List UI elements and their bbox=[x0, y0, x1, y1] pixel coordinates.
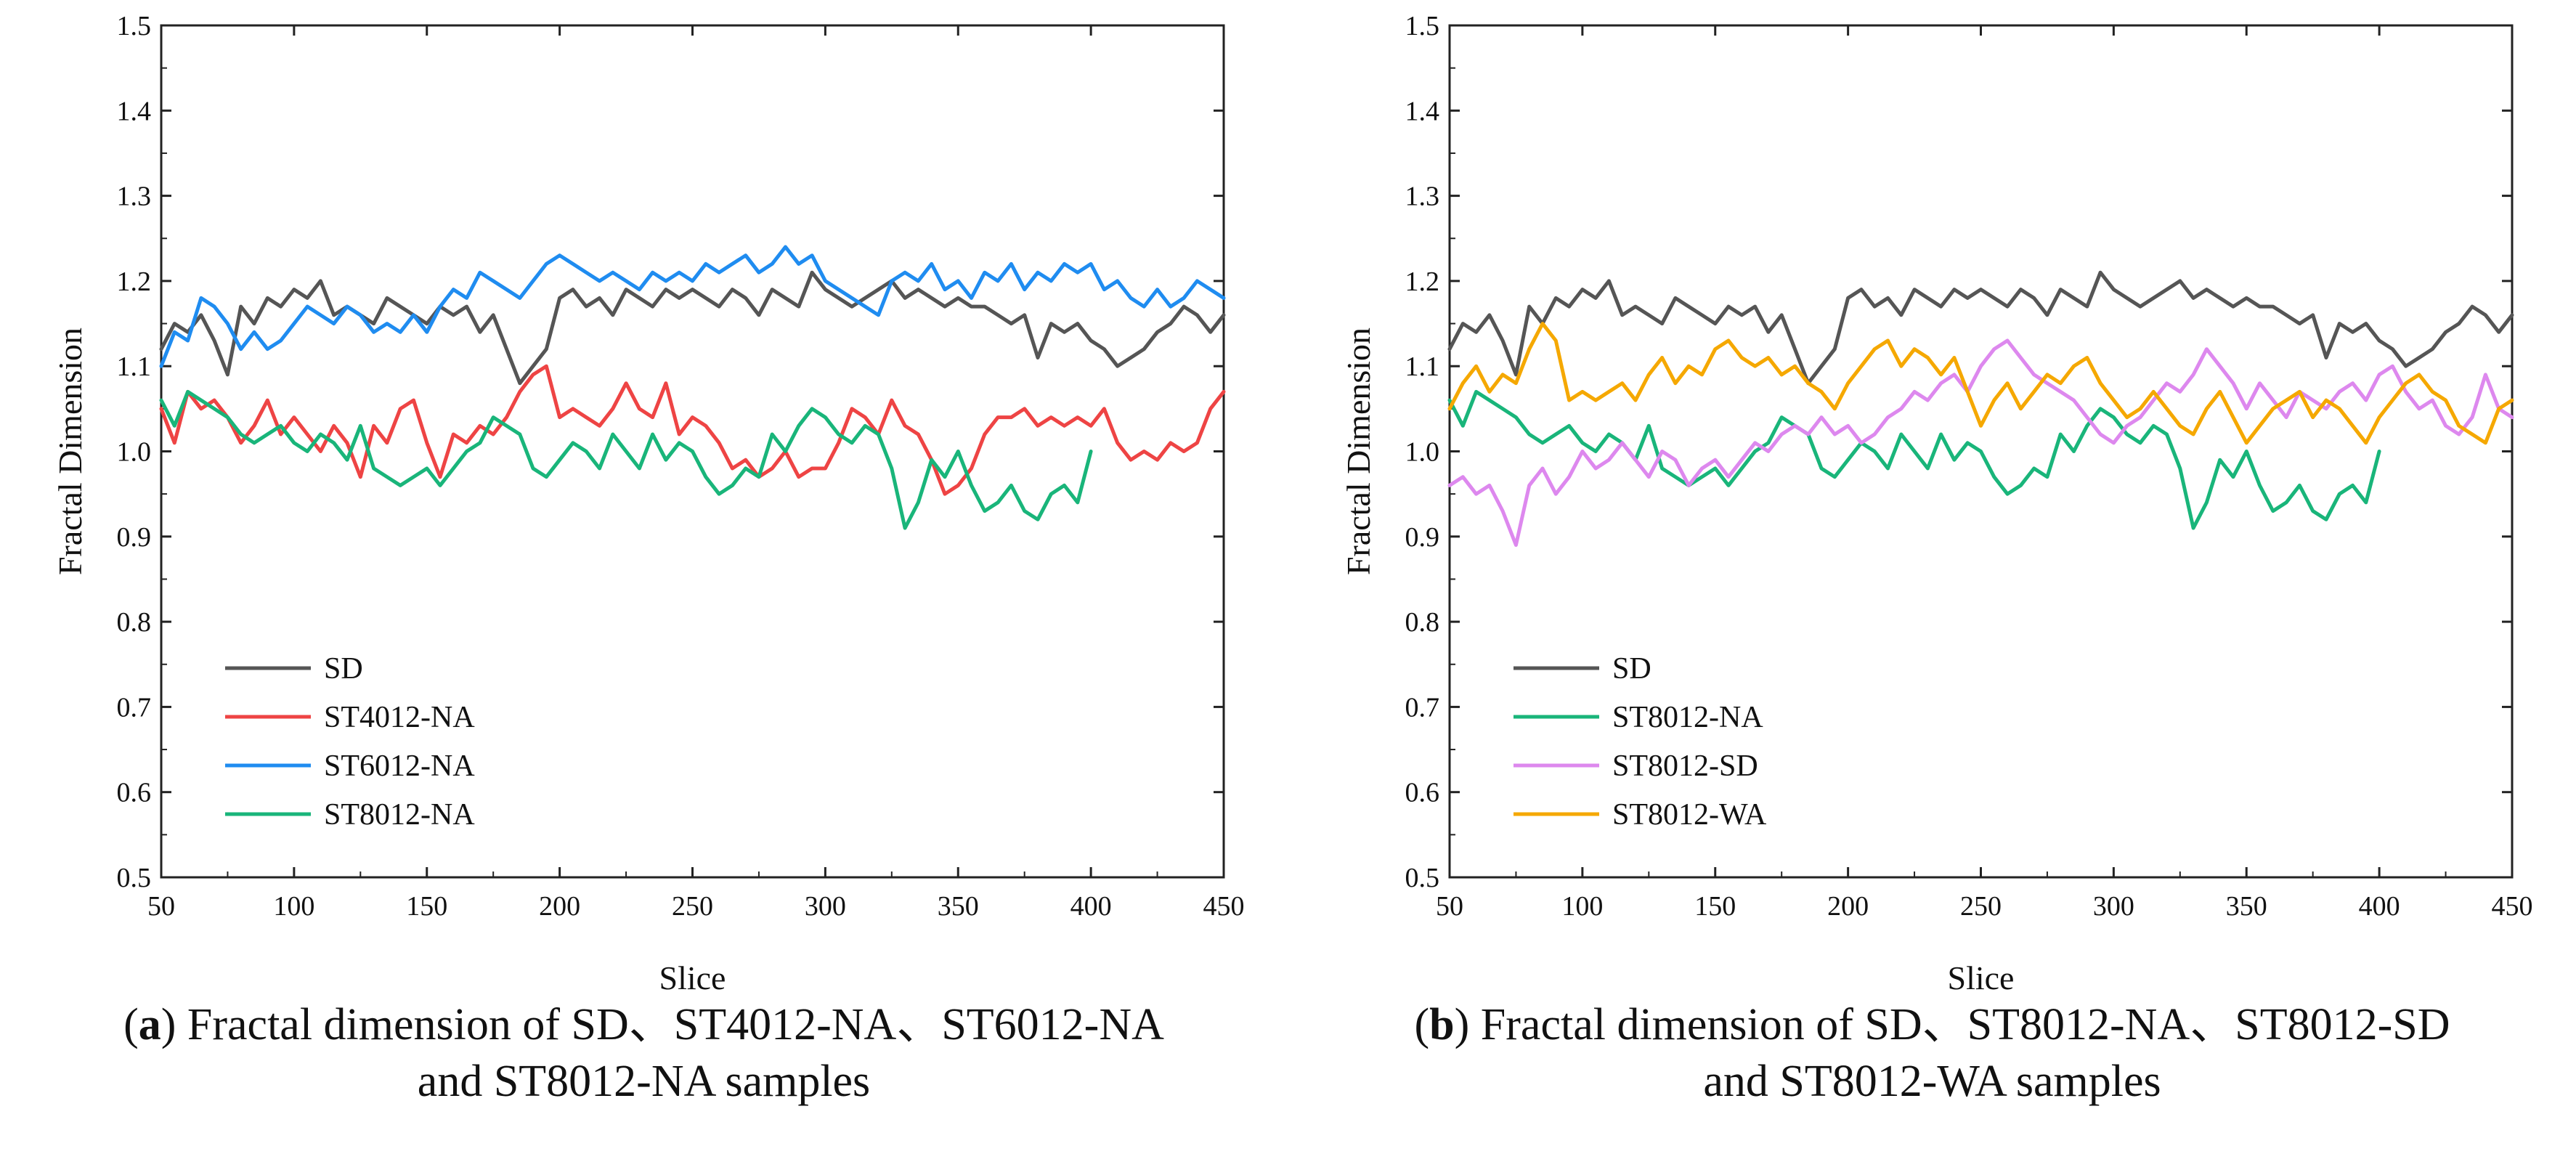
caption-line2: and ST8012-WA samples bbox=[1703, 1057, 2161, 1106]
series-line-2 bbox=[1447, 389, 2381, 530]
x-tick-label: 50 bbox=[147, 891, 175, 922]
legend-label: ST8012-SD bbox=[1612, 749, 1758, 783]
x-tick-label: 400 bbox=[2359, 891, 2400, 922]
y-tick-label: 1.4 bbox=[1405, 96, 1440, 126]
series-line-3 bbox=[159, 245, 1226, 368]
y-tick-label: 0.8 bbox=[1405, 607, 1440, 638]
series-line-4 bbox=[1447, 322, 2514, 445]
y-axis-label: Fractal Dimension bbox=[1340, 328, 1377, 575]
caption-line1: ) Fractal dimension of SD、ST8012-NA、ST80… bbox=[1454, 1000, 2450, 1049]
y-tick-label: 0.6 bbox=[117, 778, 152, 808]
y-tick-label: 1.4 bbox=[117, 96, 152, 126]
legend-label: ST8012-WA bbox=[1612, 798, 1767, 832]
y-tick-label: 1.2 bbox=[117, 267, 152, 297]
y-tick-label: 0.7 bbox=[117, 692, 152, 723]
x-tick-label: 300 bbox=[2093, 891, 2134, 922]
y-axis-label: Fractal Dimension bbox=[52, 328, 89, 575]
y-tick-label: 0.5 bbox=[117, 863, 152, 893]
y-tick-label: 1.1 bbox=[1405, 352, 1440, 382]
y-tick-label: 1.3 bbox=[1405, 182, 1440, 212]
x-tick-label: 450 bbox=[1203, 891, 1245, 922]
legend-label: ST4012-NA bbox=[324, 701, 475, 734]
y-tick-label: 1.0 bbox=[117, 437, 152, 468]
x-axis-label: Slice bbox=[659, 959, 726, 996]
x-tick-label: 100 bbox=[273, 891, 314, 922]
y-tick-label: 1.3 bbox=[117, 182, 152, 212]
y-tick-label: 0.6 bbox=[1405, 778, 1440, 808]
x-tick-label: 250 bbox=[672, 891, 713, 922]
legend-label: ST8012-NA bbox=[1612, 701, 1763, 734]
x-tick-label: 350 bbox=[938, 891, 979, 922]
series-line-1 bbox=[1447, 270, 2514, 386]
x-tick-label: 450 bbox=[2492, 891, 2533, 922]
y-tick-label: 0.5 bbox=[1405, 863, 1440, 893]
y-tick-label: 1.5 bbox=[1405, 11, 1440, 41]
panel-b: 0.5 0.6 0.7 0.8 0.9 1.0 1.1 1.2 1.3 1.4 1.5 50 100 15… bbox=[1288, 0, 2576, 1154]
y-tick-label: 1.2 bbox=[1405, 267, 1440, 297]
x-tick-label: 250 bbox=[1960, 891, 2002, 922]
legend-label: ST8012-NA bbox=[324, 798, 475, 832]
series-line-3 bbox=[1447, 338, 2514, 547]
y-tick-label: 0.9 bbox=[1405, 522, 1440, 553]
x-tick-label: 200 bbox=[1827, 891, 1869, 922]
x-tick-label: 350 bbox=[2226, 891, 2267, 922]
y-tick-label: 0.8 bbox=[117, 607, 152, 638]
legend-label: SD bbox=[1612, 652, 1651, 686]
x-tick-label: 300 bbox=[805, 891, 846, 922]
caption-line2: and ST8012-NA samples bbox=[417, 1057, 871, 1106]
fractal-chart-b: 0.5 0.6 0.7 0.8 0.9 1.0 1.1 1.2 1.3 1.4 1.5 50 100 15… bbox=[1340, 11, 2533, 996]
y-tick-label: 0.7 bbox=[1405, 692, 1440, 723]
series-line-4 bbox=[159, 389, 1093, 530]
legend-label: ST6012-NA bbox=[324, 749, 475, 783]
panel-a: 0.5 0.6 0.7 0.8 0.9 1.0 1.1 1.2 1.3 1.4 1.5 50 100 15… bbox=[0, 11, 1288, 1110]
y-tick-label: 1.1 bbox=[117, 352, 152, 382]
caption-b: (b) Fractal dimension of SD、ST8012-NA、ST… bbox=[1288, 996, 2576, 1110]
y-tick-label: 1.0 bbox=[1405, 437, 1440, 468]
x-tick-label: 100 bbox=[1561, 891, 1603, 922]
x-tick-label: 50 bbox=[1436, 891, 1463, 922]
x-tick-label: 150 bbox=[1694, 891, 1736, 922]
caption-letter: a bbox=[138, 1000, 161, 1049]
series-line-2 bbox=[159, 364, 1226, 496]
x-axis-label: Slice bbox=[1948, 959, 2015, 996]
x-tick-label: 150 bbox=[406, 891, 447, 922]
x-tick-label: 400 bbox=[1070, 891, 1112, 922]
legend-label: SD bbox=[324, 652, 363, 686]
y-tick-label: 1.5 bbox=[117, 11, 152, 41]
x-tick-label: 200 bbox=[539, 891, 580, 922]
fractal-chart-a: 0.5 0.6 0.7 0.8 0.9 1.0 1.1 1.2 1.3 1.4 1.5 50 100 15… bbox=[52, 11, 1245, 996]
series-line-1 bbox=[159, 270, 1226, 386]
caption-letter: b bbox=[1429, 1000, 1455, 1049]
y-tick-label: 0.9 bbox=[117, 522, 152, 553]
caption-a: (a) Fractal dimension of SD、ST4012-NA、ST… bbox=[0, 996, 1288, 1110]
caption-line1: ) Fractal dimension of SD、ST4012-NA、ST60… bbox=[161, 1000, 1164, 1049]
